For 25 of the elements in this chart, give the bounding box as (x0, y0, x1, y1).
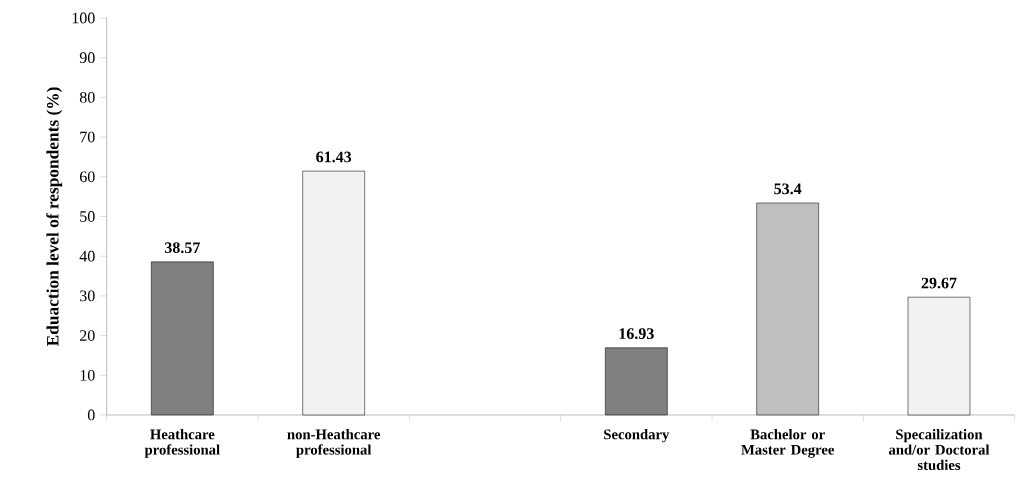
bar (907, 296, 971, 416)
y-axis-title: Eduaction level of respondents (%) (46, 87, 63, 347)
y-tick-label: 60 (79, 171, 95, 183)
y-tick-label: 50 (80, 211, 95, 222)
data-label: 29.67 (921, 277, 957, 289)
y-tick-label: 0 (87, 409, 95, 421)
y-tick-label: 40 (79, 250, 95, 262)
y-tick-label: 30 (80, 290, 95, 302)
x-tick-label: Specailization and/or Doctoral studies (888, 429, 990, 471)
bar (302, 170, 365, 416)
data-label: 61.43 (316, 151, 352, 163)
y-tick-label: 100 (72, 12, 95, 24)
y-tick-label: 70 (80, 131, 95, 143)
data-label: 16.93 (619, 328, 654, 340)
y-tick-label: 10 (80, 369, 95, 381)
y-tick-label: 90 (79, 52, 95, 64)
x-tick-label: Secondary (604, 429, 670, 443)
bar (756, 202, 819, 416)
y-tick-label: 20 (80, 330, 95, 341)
x-tick-label: Bachelor or Master Degree (741, 429, 834, 458)
data-label: 53.4 (774, 183, 802, 195)
x-tick-label: non-Heathcare professional (287, 429, 380, 458)
data-label: 38.57 (164, 242, 200, 254)
y-tick-label: 80 (79, 91, 95, 103)
x-tick-label: Heathcare professional (144, 429, 220, 458)
